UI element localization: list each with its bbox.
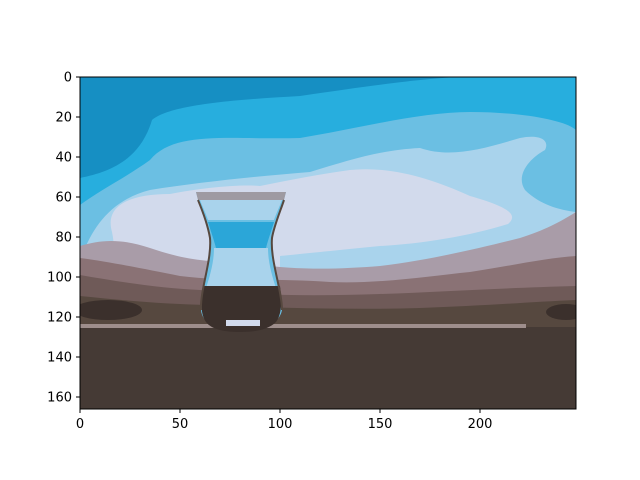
axes-frame — [79, 76, 577, 410]
glass-right-edge — [270, 199, 285, 311]
x-tick-label: 0 — [76, 417, 84, 432]
plotted-image — [80, 77, 576, 409]
glass-rim — [196, 192, 286, 200]
table-edge-highlight — [80, 324, 526, 328]
y-tick-label: 0 — [64, 71, 72, 86]
y-tick-label: 60 — [55, 191, 72, 206]
glass-water — [208, 222, 274, 248]
glass-base-shine — [226, 320, 260, 326]
glass-dark-base — [201, 286, 282, 332]
glass — [196, 192, 286, 332]
y-tick-label: 120 — [47, 311, 72, 326]
x-tick-label: 150 — [368, 417, 393, 432]
y-tick-label: 100 — [47, 271, 72, 286]
y-tick-label: 80 — [55, 231, 72, 246]
y-tick-label: 160 — [47, 391, 72, 406]
x-tick-label: 50 — [172, 417, 189, 432]
y-axis: 0 20 40 60 80 100 120 140 160 — [47, 71, 80, 406]
x-tick-label: 100 — [268, 417, 293, 432]
glass-water-mid — [206, 248, 276, 288]
x-tick-label: 200 — [468, 417, 493, 432]
y-tick-label: 40 — [55, 151, 72, 166]
right-shadow — [546, 304, 576, 320]
glass-upper-reflection — [200, 200, 282, 220]
y-tick-label: 20 — [55, 111, 72, 126]
table-surface — [80, 327, 576, 409]
x-axis: 0 50 100 150 200 — [76, 409, 493, 432]
glass-left-edge — [197, 199, 212, 311]
left-shadow — [80, 300, 142, 320]
y-tick-label: 140 — [47, 351, 72, 366]
